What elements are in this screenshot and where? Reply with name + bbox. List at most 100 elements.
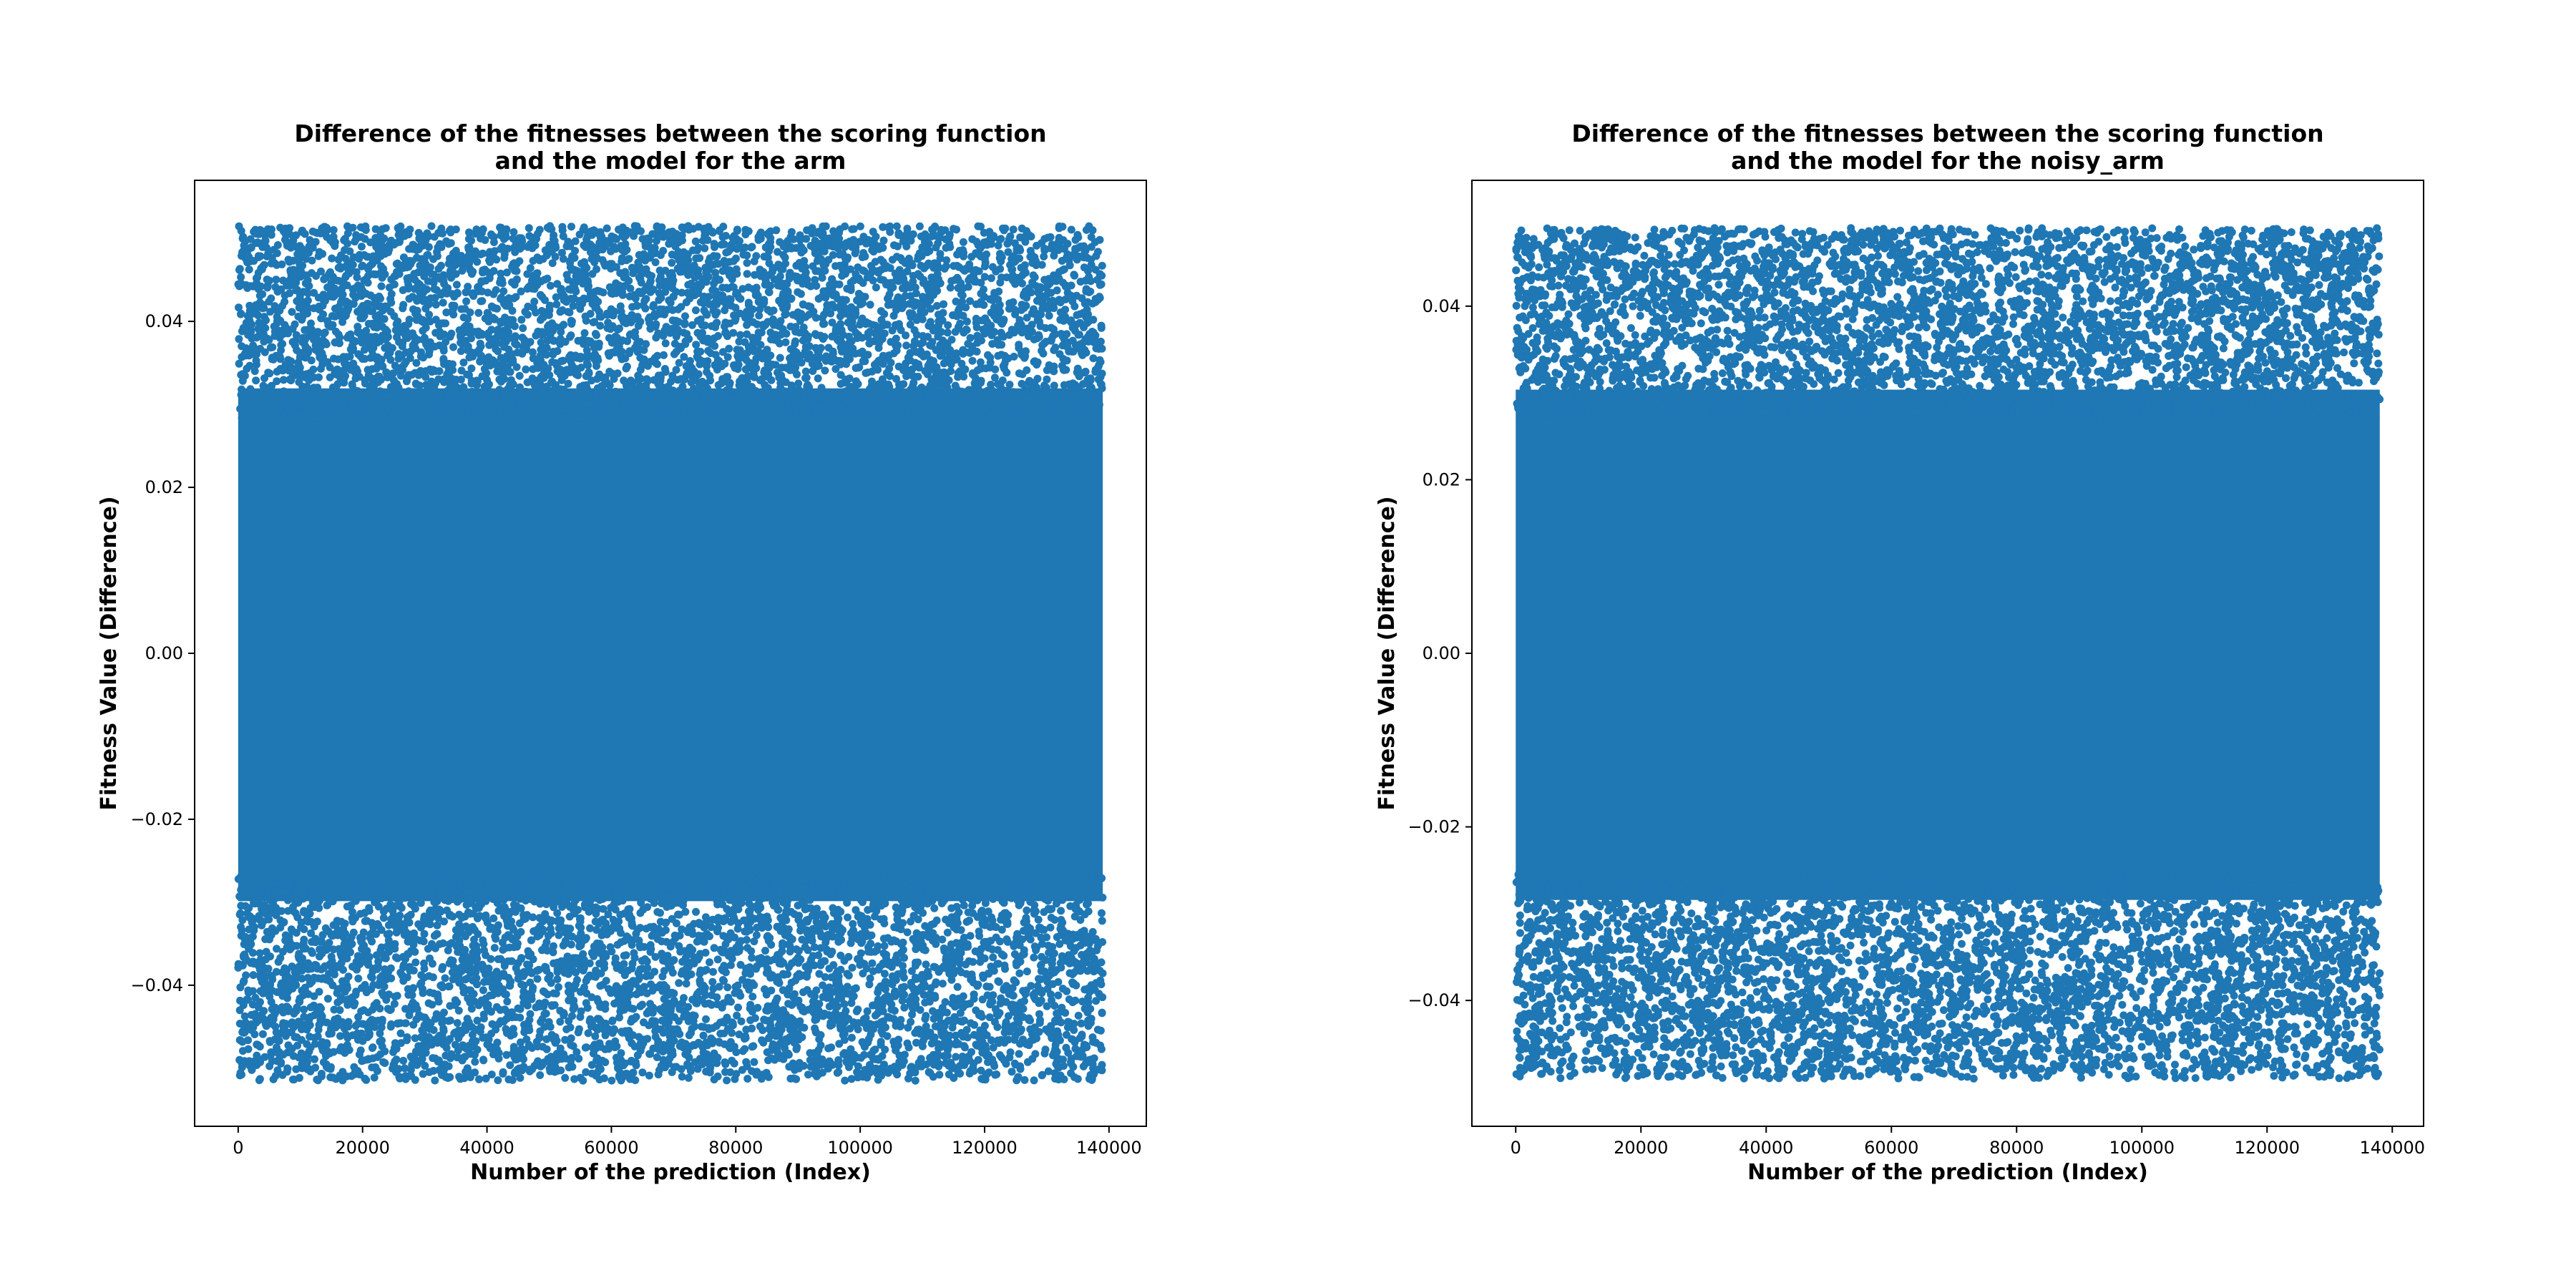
scatter-point [550, 942, 557, 950]
scatter-point [412, 358, 421, 367]
scatter-point [608, 1017, 617, 1025]
scatter-point [784, 1000, 793, 1008]
scatter-point [1034, 892, 1043, 900]
scatter-point [567, 1034, 575, 1043]
scatter-point [998, 897, 1007, 906]
scatter-point [692, 907, 700, 916]
scatter-point [932, 302, 941, 310]
scatter-point [957, 968, 965, 977]
scatter-point [553, 909, 562, 917]
scatter-point [240, 1012, 249, 1020]
scatter-point [673, 399, 682, 407]
scatter-point [658, 929, 666, 937]
scatter-point [967, 1048, 975, 1056]
scatter-point [914, 887, 923, 895]
scatter-point [648, 1017, 657, 1025]
scatter-point [806, 1049, 814, 1058]
scatter-point [238, 385, 245, 394]
scatter-point [767, 411, 776, 420]
scatter-point [256, 282, 265, 291]
scatter-point [974, 400, 982, 409]
scatter-point [313, 917, 321, 926]
scatter-point [1009, 225, 1018, 234]
scatter-point [709, 967, 717, 976]
scatter-point [1038, 1071, 1046, 1080]
scatter-point [485, 887, 494, 895]
scatter-point [977, 223, 985, 231]
scatter-point [760, 296, 769, 304]
scatter-point [1005, 305, 1013, 313]
scatter-point [524, 302, 532, 311]
scatter-point [417, 971, 426, 980]
scatter-point [675, 979, 683, 987]
scatter-point [1098, 261, 1106, 270]
scatter-point [938, 980, 947, 988]
scatter-point [943, 928, 952, 937]
scatter-point [625, 292, 634, 301]
scatter-point [532, 967, 541, 975]
scatter-point [711, 311, 720, 319]
scatter-point [1060, 1075, 1068, 1083]
scatter-point [361, 917, 369, 925]
scatter-point [821, 366, 829, 375]
scatter-point [615, 324, 623, 333]
scatter-point [381, 954, 390, 962]
scatter-point [1022, 914, 1030, 922]
scatter-point [243, 364, 251, 373]
scatter-point [613, 369, 622, 378]
scatter-point [535, 889, 544, 897]
scatter-point [905, 389, 914, 397]
scatter-point [680, 353, 688, 361]
scatter-point [1045, 311, 1053, 320]
scatter-point [431, 1076, 439, 1085]
scatter-point [641, 394, 650, 401]
scatter-point [783, 897, 791, 906]
scatter-point [763, 346, 771, 354]
scatter-point [847, 1033, 856, 1042]
scatter-point [553, 280, 562, 288]
scatter-point [761, 985, 769, 993]
scatter-points [234, 222, 1107, 1085]
scatter-point [947, 904, 956, 912]
scatter-point [399, 253, 408, 262]
scatter-point [652, 333, 660, 342]
scatter-point [258, 1030, 267, 1038]
scatter-point [424, 243, 433, 251]
scatter-point [844, 952, 853, 961]
scatter-point [278, 1070, 287, 1079]
scatter-point [1026, 1016, 1035, 1025]
scatter-point [1036, 975, 1045, 984]
scatter-point [968, 356, 977, 365]
scatter-point [431, 328, 440, 337]
scatter-point [982, 982, 991, 991]
scatter-point [622, 951, 630, 960]
scatter-point [499, 1070, 507, 1078]
scatter-point [1096, 1041, 1105, 1050]
scatter-point [475, 1075, 483, 1083]
scatter-point [713, 955, 722, 964]
chart-arm: Difference of the fitnesses between the … [97, 119, 1147, 1185]
scatter-point [872, 283, 880, 292]
scatter-point [579, 381, 587, 390]
scatter-point [1055, 350, 1064, 358]
scatter-point [1074, 1011, 1083, 1020]
scatter-point [250, 367, 259, 376]
scatter-point [379, 410, 388, 419]
scatter-point [567, 223, 575, 231]
scatter-point [634, 395, 642, 404]
scatter-point [921, 922, 930, 930]
scatter-point [321, 924, 330, 932]
scatter-point [1054, 991, 1063, 1000]
scatter-point [743, 259, 751, 267]
scatter-point [989, 894, 997, 903]
scatter-point [553, 878, 562, 887]
scatter-point [1027, 982, 1035, 990]
scatter-point [930, 904, 939, 912]
scatter-point-cloud [238, 388, 1103, 902]
scatter-point [678, 1073, 686, 1081]
scatter-point [879, 914, 888, 923]
scatter-point [814, 374, 822, 383]
scatter-point [447, 228, 455, 237]
scatter-point [433, 921, 441, 930]
scatter-point [433, 881, 441, 889]
